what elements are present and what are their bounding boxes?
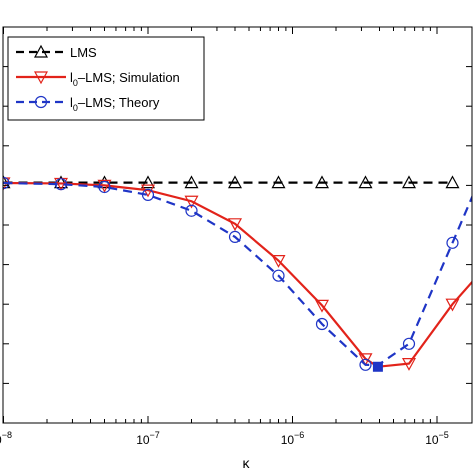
legend-label-main: l: [70, 70, 73, 85]
data-point: [315, 317, 329, 331]
legend-label-subscript: 0: [73, 103, 78, 113]
data-point: [272, 269, 285, 282]
x-tick-base: 10: [136, 433, 150, 447]
x-tick-label: 10−5: [425, 430, 449, 447]
legend-swatch-marker: [33, 71, 49, 85]
x-tick-exponent: −6: [294, 430, 304, 440]
x-tick-exponent: −8: [2, 430, 12, 440]
data-point: [401, 358, 417, 371]
legend-box: [7, 36, 205, 121]
x-tick-label: 0−8: [0, 430, 12, 447]
data-point: [401, 175, 417, 189]
data-point: [98, 180, 111, 194]
data-point: [445, 175, 460, 189]
data-point: [271, 255, 286, 268]
data-point: [314, 175, 330, 189]
data-point: [53, 175, 69, 189]
x-tick-base: 10: [281, 433, 295, 447]
data-point: [359, 358, 372, 371]
data-point: [184, 175, 199, 189]
legend-swatch-marker: [33, 44, 49, 58]
data-point: [314, 299, 330, 313]
x-tick-base: 10: [425, 433, 439, 447]
series-line: [3, 181, 472, 367]
x-axis-label: κ: [243, 455, 251, 471]
series-2: [3, 176, 472, 371]
series-line: [3, 181, 472, 368]
data-point: [227, 175, 243, 189]
legend-label: l0–LMS; Theory: [70, 95, 160, 113]
data-point: [358, 353, 373, 367]
legend-entry: LMS: [16, 44, 97, 60]
legend-label-rest: –LMS; Simulation: [78, 70, 180, 85]
x-tick-label: 10−7: [136, 430, 160, 447]
plot-area: [3, 175, 472, 372]
legend-label-rest: –LMS; Theory: [78, 95, 160, 110]
x-tick-label: 10−6: [281, 430, 305, 447]
data-point: [140, 175, 156, 189]
highlight: [372, 361, 383, 372]
legend-label: LMS: [70, 45, 97, 60]
legend-entry: l0–LMS; Theory: [16, 95, 160, 113]
legend-entry: l0–LMS; Simulation: [16, 70, 180, 88]
data-point: [227, 218, 243, 232]
min-point-marker: [372, 361, 383, 372]
series-0: [3, 175, 460, 189]
data-point: [402, 337, 416, 350]
data-point: [184, 195, 199, 209]
legend-label-subscript: 0: [73, 78, 78, 88]
data-point: [446, 236, 459, 249]
axes: 0−810−710−610−5: [0, 26, 473, 447]
legend-swatch-marker: [34, 95, 48, 109]
legend-label-main: l: [70, 95, 73, 110]
legend-label-main: LMS: [70, 45, 97, 60]
data-point: [445, 298, 460, 312]
data-point: [185, 204, 198, 217]
legend-label: l0–LMS; Simulation: [70, 70, 180, 88]
x-tick-base: 0: [0, 433, 2, 447]
data-point: [358, 175, 373, 189]
data-point: [228, 230, 242, 243]
x-tick-exponent: −5: [439, 430, 449, 440]
x-tick-exponent: −7: [150, 430, 160, 440]
data-point: [54, 178, 68, 191]
data-point: [141, 188, 155, 202]
data-point: [271, 175, 286, 189]
